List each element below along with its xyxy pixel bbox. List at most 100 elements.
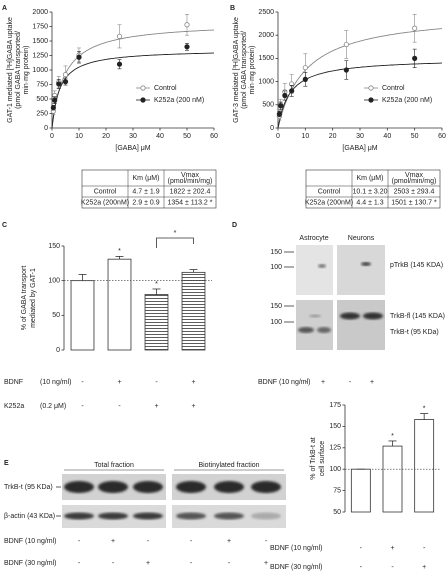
condition-sign: - <box>78 560 81 567</box>
band-label: TrkB-t (95 KDa) <box>390 329 439 336</box>
error-bar <box>78 274 87 281</box>
y-axis-label: cell surface <box>319 441 326 477</box>
table-cell: 1822 ± 202.4 <box>170 188 211 195</box>
significance: * <box>391 433 394 440</box>
condition-label: BDNF (30 ng/ml) <box>4 560 57 567</box>
panel-label: A <box>2 5 7 12</box>
table-header: Km (μM) <box>357 175 384 182</box>
x-axis-label: [GABA] μM <box>342 145 377 152</box>
panel-label: D <box>232 222 237 229</box>
table-cell: 2503 ± 293.4 <box>394 188 435 195</box>
table-header: Vmax <box>405 172 423 179</box>
blot-band <box>133 481 163 493</box>
y-axis-label: GAT-3 mediated [³H]GABA uptake <box>233 17 240 123</box>
condition-sign: + <box>111 538 115 545</box>
panel-label: C <box>2 222 7 229</box>
x-tick-label: 30 <box>356 133 364 140</box>
point <box>76 54 82 60</box>
table-border <box>81 169 217 209</box>
condition-sign: - <box>190 538 193 545</box>
significance: * <box>118 248 121 255</box>
legend-marker <box>140 97 146 103</box>
blot-band <box>64 512 94 520</box>
point <box>62 79 69 85</box>
x-tick-label: 0 <box>276 133 280 140</box>
y-tick-label: 100 <box>329 466 341 473</box>
legend-label: Control <box>154 85 177 92</box>
condition-sign: - <box>190 560 193 567</box>
table-cell: 4.4 ± 1.3 <box>356 199 383 206</box>
y-tick-label: 1250 <box>32 52 48 59</box>
mw-marker: 150 <box>270 249 282 256</box>
fraction-label: Biotinylated fraction <box>198 462 259 469</box>
y-axis-label: mediated by GAT-1 <box>30 268 37 328</box>
point <box>343 41 349 48</box>
condition-sign: - <box>147 538 150 545</box>
x-tick-label: 60 <box>210 133 218 140</box>
legend-label: K252a (200 nM) <box>382 97 432 104</box>
blot-band <box>133 512 163 520</box>
y-tick-label: 0 <box>56 347 60 354</box>
y-tick-label: 50 <box>333 509 341 516</box>
table-border <box>305 169 441 209</box>
condition-sign: + <box>370 379 374 386</box>
bar <box>382 445 403 513</box>
y-axis-label: % of TrkB-t at <box>310 437 317 479</box>
x-tick-label: 0 <box>50 133 54 140</box>
point <box>184 22 190 28</box>
condition-sign: - <box>118 403 121 410</box>
condition-label: BDNF <box>4 379 23 386</box>
blot-band <box>251 512 281 520</box>
table-cell: 2.9 ± 0.9 <box>132 199 159 206</box>
significance: * <box>155 281 158 288</box>
point <box>276 111 282 117</box>
bar <box>144 294 169 351</box>
y-tick-label: 250 <box>36 110 48 117</box>
point <box>412 55 418 62</box>
point <box>282 92 288 99</box>
blot-band <box>214 481 244 493</box>
x-tick-label: 20 <box>102 133 110 140</box>
blot-image <box>337 245 385 295</box>
condition-sign: - <box>391 564 394 571</box>
condition-label: BDNF (10 ng/ml) <box>258 379 311 386</box>
condition-label: BDNF (10 ng/ml) <box>270 545 323 552</box>
blot-band <box>251 481 281 493</box>
panel-label: E <box>4 460 9 467</box>
mw-marker: 150 <box>270 303 282 310</box>
condition-sign: - <box>228 560 231 567</box>
y-tick-label: 2500 <box>258 9 274 16</box>
y-tick-label: 75 <box>333 487 341 494</box>
bracket <box>156 237 194 248</box>
condition-unit: (10 ng/ml) <box>40 379 72 386</box>
condition-sign: - <box>81 403 84 410</box>
error-bar <box>388 440 397 447</box>
condition-unit: (0.2 μM) <box>40 403 66 410</box>
point <box>50 105 56 111</box>
condition-sign: + <box>154 403 158 410</box>
y-tick-label: 150 <box>329 423 341 430</box>
blot-band <box>317 327 331 333</box>
point <box>116 61 123 67</box>
table-cell: Control <box>318 188 341 195</box>
y-tick-label: 1500 <box>32 38 48 45</box>
band-label: pTrkB (145 KDA) <box>390 262 443 269</box>
legend-label: Control <box>382 85 405 92</box>
y-tick-label: 0 <box>270 125 274 132</box>
x-tick-label: 20 <box>329 133 337 140</box>
x-axis-label: [GABA] μM <box>115 145 150 152</box>
error-bar <box>152 288 161 295</box>
blot-band <box>176 481 206 493</box>
error-bar <box>420 413 429 420</box>
point <box>52 97 58 103</box>
point <box>289 88 295 94</box>
condition-sign: - <box>78 538 81 545</box>
blot-band <box>298 327 314 333</box>
x-tick-label: 40 <box>156 133 164 140</box>
y-tick-label: 2000 <box>32 9 48 16</box>
error-bar <box>115 255 124 260</box>
condition-sign: + <box>191 403 195 410</box>
y-tick-label: 2000 <box>258 32 274 39</box>
